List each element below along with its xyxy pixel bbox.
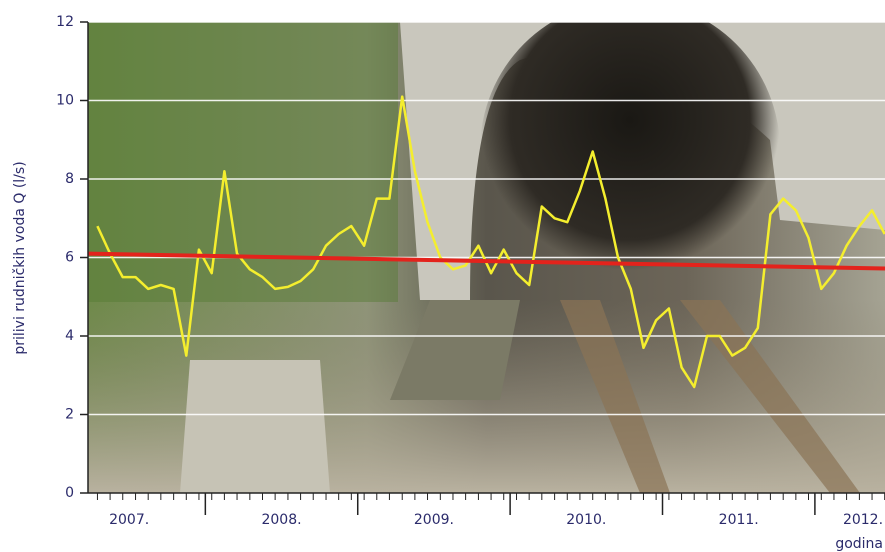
y-tick-label: 10 [56, 93, 74, 109]
y-tick-label: 12 [56, 14, 74, 30]
x-tick-label: 2008. [261, 512, 301, 528]
x-tick-label: 2010. [566, 512, 606, 528]
data-layer [87, 95, 885, 389]
y-axis-title: prilivi rudničkih voda Q (l/s) [12, 161, 28, 354]
x-axis-title: godina [835, 536, 883, 552]
data-line [96, 95, 885, 389]
y-tick-label: 8 [65, 171, 74, 187]
x-tick-label: 2012. [843, 512, 883, 528]
y-tick-label: 2 [65, 407, 74, 423]
x-tick-label: 2011. [719, 512, 759, 528]
y-tick-label: 6 [65, 250, 74, 266]
data-line [87, 251, 885, 271]
x-tick-label: 2009. [414, 512, 454, 528]
y-tick-label: 0 [65, 485, 74, 501]
y-tick-label: 4 [65, 328, 74, 344]
x-tick-label: 2007. [109, 512, 149, 528]
photo-background [88, 22, 885, 493]
